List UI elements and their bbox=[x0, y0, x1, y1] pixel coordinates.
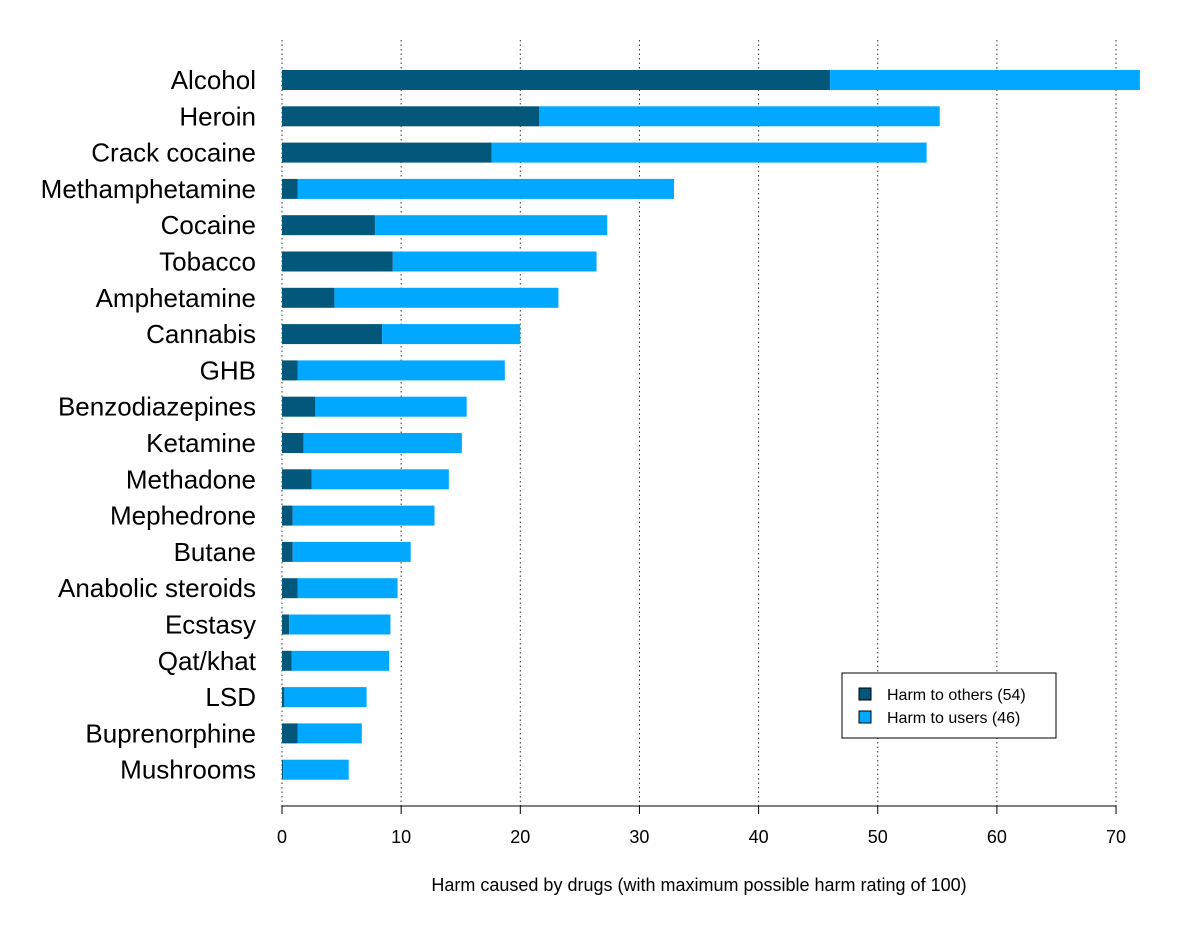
bar-benzodiazepines-harm-to-others bbox=[282, 396, 316, 417]
legend: Harm to others (54) Harm to users (46) bbox=[841, 672, 1057, 739]
bar-amphetamine-harm-to-others bbox=[282, 287, 335, 308]
x-tick-label-70: 70 bbox=[1106, 827, 1126, 847]
category-label-butane: Butane bbox=[174, 537, 256, 567]
category-label-qat-khat: Qat/khat bbox=[158, 646, 257, 676]
bar-amphetamine-harm-to-users bbox=[334, 287, 559, 308]
x-axis-ticks: 0 10 20 30 40 50 60 70 bbox=[277, 806, 1126, 847]
bar-ketamine-harm-to-users bbox=[303, 433, 462, 453]
bar-buprenorphine-harm-to-others bbox=[282, 723, 298, 744]
x-axis-title: Harm caused by drugs (with maximum possi… bbox=[431, 875, 966, 895]
bar-mushrooms-harm-to-users bbox=[283, 759, 349, 780]
category-label-ghb: GHB bbox=[200, 355, 256, 385]
bar-buprenorphine-harm-to-users bbox=[297, 723, 362, 744]
bar-tobacco-harm-to-users bbox=[392, 251, 597, 272]
bar-ghb-harm-to-users bbox=[297, 360, 505, 381]
category-label-methamphetamine: Methamphetamine bbox=[41, 174, 256, 204]
bar-crack-cocaine-harm-to-others bbox=[282, 142, 492, 163]
bar-cannabis-harm-to-users bbox=[382, 324, 521, 345]
category-labels: Alcohol Heroin Crack cocaine Methamphetamin… bbox=[41, 65, 257, 785]
bar-ecstasy-harm-to-others bbox=[282, 614, 290, 635]
category-label-alcohol: Alcohol bbox=[171, 65, 256, 95]
category-label-heroin: Heroin bbox=[179, 101, 256, 131]
category-label-anabolic-steroids: Anabolic steroids bbox=[58, 573, 256, 603]
bar-methadone-harm-to-others bbox=[282, 469, 312, 490]
bar-benzodiazepines-harm-to-users bbox=[315, 396, 467, 417]
x-tick-label-30: 30 bbox=[629, 827, 649, 847]
category-label-benzodiazepines: Benzodiazepines bbox=[58, 392, 256, 422]
category-label-amphetamine: Amphetamine bbox=[96, 283, 256, 313]
bar-cocaine-harm-to-others bbox=[282, 215, 375, 236]
bar-methamphetamine-harm-to-users bbox=[297, 178, 675, 199]
category-label-ketamine: Ketamine bbox=[146, 428, 256, 458]
x-tick-label-40: 40 bbox=[749, 827, 769, 847]
bar-crack-cocaine-harm-to-users bbox=[491, 142, 927, 163]
category-label-methadone: Methadone bbox=[126, 464, 256, 494]
x-tick-label-50: 50 bbox=[868, 827, 888, 847]
bar-qat-khat-harm-to-users bbox=[291, 650, 390, 671]
bar-butane-harm-to-users bbox=[292, 541, 411, 562]
bar-ghb-harm-to-others bbox=[282, 360, 298, 381]
bar-anabolic-steroids-harm-to-users bbox=[297, 578, 398, 599]
x-tick-label-20: 20 bbox=[510, 827, 530, 847]
bar-anabolic-steroids-harm-to-others bbox=[282, 578, 298, 599]
category-label-tobacco: Tobacco bbox=[159, 247, 256, 277]
bar-heroin-harm-to-others bbox=[282, 106, 540, 127]
legend-label-harm-to-users: Harm to users (46) bbox=[887, 710, 1020, 727]
bar-lsd-harm-to-others bbox=[282, 687, 285, 708]
legend-label-harm-to-others: Harm to others (54) bbox=[887, 687, 1026, 704]
bar-alcohol-harm-to-others bbox=[282, 70, 831, 90]
grid-lines bbox=[281, 40, 1117, 806]
category-label-cannabis: Cannabis bbox=[146, 319, 256, 349]
category-label-cocaine: Cocaine bbox=[161, 210, 256, 240]
bar-methadone-harm-to-users bbox=[311, 469, 449, 490]
bar-heroin-harm-to-users bbox=[539, 106, 940, 127]
bar-cocaine-harm-to-users bbox=[374, 215, 608, 236]
bar-tobacco-harm-to-others bbox=[282, 251, 393, 272]
category-label-lsd: LSD bbox=[205, 682, 256, 712]
category-label-mephedrone: Mephedrone bbox=[110, 501, 256, 531]
bar-cannabis-harm-to-others bbox=[282, 324, 383, 345]
x-tick-label-60: 60 bbox=[987, 827, 1007, 847]
x-tick-label-10: 10 bbox=[391, 827, 411, 847]
bar-mephedrone-harm-to-others bbox=[282, 505, 293, 526]
x-tick-label-0: 0 bbox=[277, 827, 287, 847]
legend-swatch-harm-to-users bbox=[858, 710, 872, 724]
bar-ketamine-harm-to-others bbox=[282, 433, 304, 453]
legend-swatch-harm-to-others bbox=[858, 687, 872, 701]
bar-butane-harm-to-others bbox=[282, 541, 293, 562]
bar-alcohol-harm-to-users bbox=[830, 70, 1140, 90]
bars bbox=[282, 70, 1140, 780]
bar-methamphetamine-harm-to-others bbox=[282, 178, 298, 199]
legend-box bbox=[841, 672, 1057, 739]
category-label-crack-cocaine: Crack cocaine bbox=[91, 138, 256, 168]
bar-lsd-harm-to-users bbox=[284, 687, 367, 708]
bar-qat-khat-harm-to-others bbox=[282, 650, 292, 671]
category-label-ecstasy: Ecstasy bbox=[165, 610, 256, 640]
bar-mushrooms-harm-to-others bbox=[282, 759, 284, 780]
bar-ecstasy-harm-to-users bbox=[289, 614, 391, 635]
category-label-mushrooms: Mushrooms bbox=[120, 755, 256, 785]
category-label-buprenorphine: Buprenorphine bbox=[85, 718, 256, 748]
bar-mephedrone-harm-to-users bbox=[292, 505, 435, 526]
